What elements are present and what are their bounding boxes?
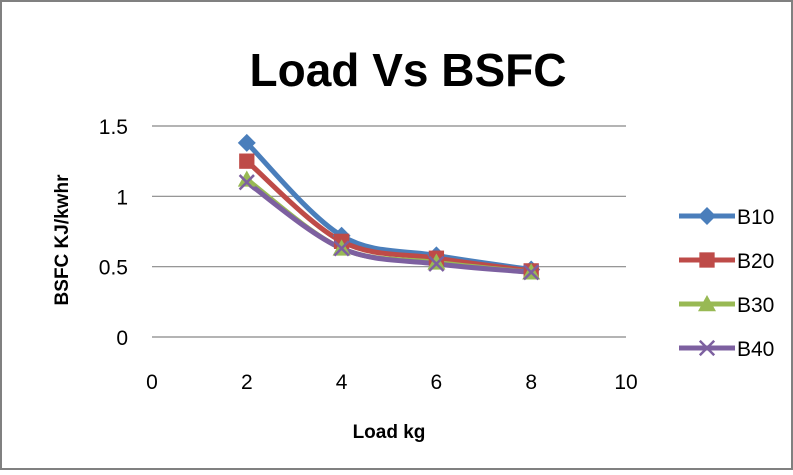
x-axis-label: Load kg bbox=[353, 422, 426, 443]
y-axis-label: BSFC KJ/kwhr bbox=[52, 174, 73, 306]
chart-title: Load Vs BSFC bbox=[250, 44, 567, 96]
legend-marker bbox=[698, 339, 716, 357]
legend-item-b20: B20 bbox=[679, 250, 774, 273]
legend-item-b10: B10 bbox=[679, 206, 774, 229]
x-tick-label: 6 bbox=[431, 371, 443, 394]
x-tick-label: 10 bbox=[614, 371, 637, 394]
x-tick-label: 2 bbox=[241, 371, 253, 394]
x-tick-label: 8 bbox=[525, 371, 537, 394]
series-markers bbox=[237, 133, 541, 281]
series-line-b20 bbox=[244, 158, 534, 274]
legend-marker bbox=[698, 295, 716, 312]
legend-item-b30: B30 bbox=[679, 294, 774, 317]
legend-label: B20 bbox=[737, 250, 774, 273]
y-tick-label: 1 bbox=[116, 186, 128, 209]
series-line-b40 bbox=[244, 179, 534, 275]
series-lines bbox=[244, 140, 534, 275]
y-tick-label: 0 bbox=[116, 327, 128, 350]
x-tick-label: 0 bbox=[146, 371, 158, 394]
y-tick-label: 0.5 bbox=[99, 257, 128, 280]
legend-marker bbox=[698, 207, 716, 225]
legend-label: B30 bbox=[737, 294, 774, 317]
data-point-b40 bbox=[238, 174, 255, 191]
x-tick-label: 4 bbox=[336, 371, 348, 394]
x-tick-labels: 0 2 4 6 8 10 bbox=[146, 371, 638, 394]
data-point-b30 bbox=[427, 253, 446, 270]
legend-marker bbox=[699, 252, 715, 268]
data-point-b40 bbox=[428, 255, 445, 272]
legend-item-b40: B40 bbox=[679, 338, 774, 361]
data-point-b40 bbox=[523, 264, 540, 281]
legend: B10 B20 B30 B40 bbox=[679, 206, 774, 361]
data-point-b20 bbox=[239, 153, 255, 169]
data-point-b40 bbox=[333, 240, 350, 257]
y-tick-label: 1.5 bbox=[99, 116, 128, 139]
y-tick-labels: 0 0.5 1 1.5 bbox=[99, 116, 128, 350]
legend-label: B40 bbox=[737, 338, 774, 361]
data-point-b10 bbox=[237, 133, 256, 152]
data-point-b30 bbox=[237, 170, 256, 187]
gridlines bbox=[152, 125, 626, 338]
legend-label: B10 bbox=[737, 206, 774, 229]
